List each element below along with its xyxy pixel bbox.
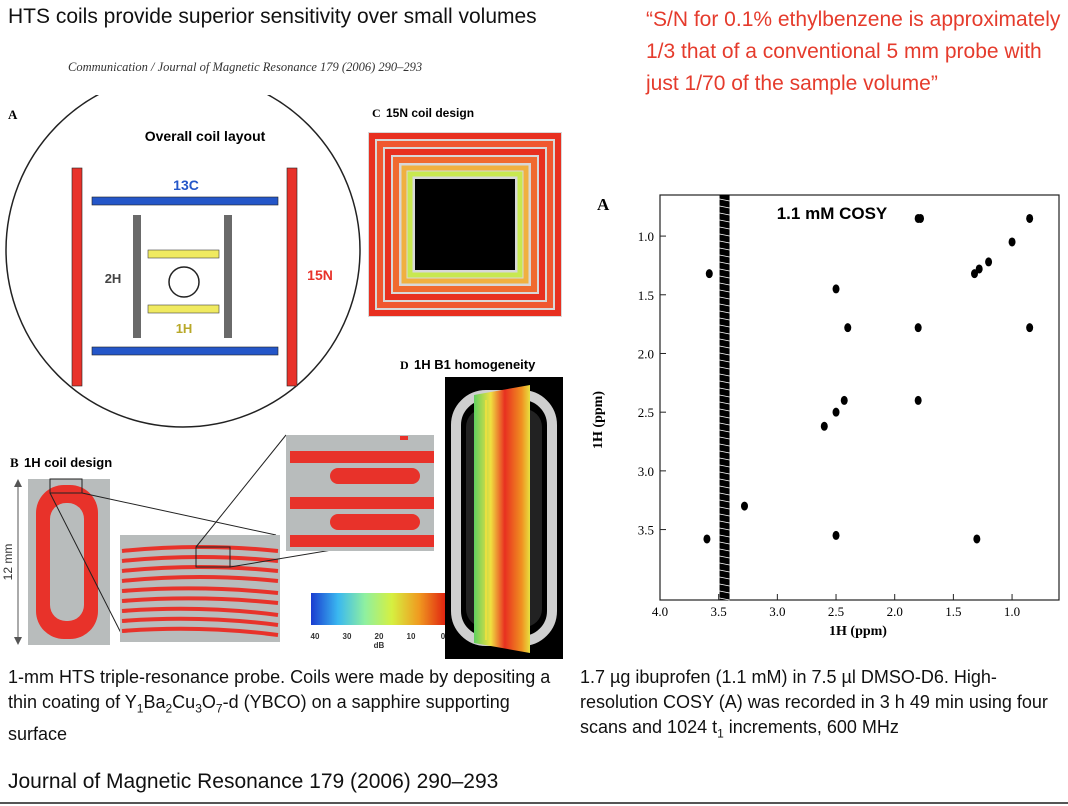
citation: Journal of Magnetic Resonance 179 (2006)… — [8, 770, 499, 793]
panel-a-letter: A — [8, 107, 18, 122]
h2-label: 2H — [105, 271, 122, 286]
cosy-peak — [832, 284, 840, 294]
caption-left: 1-mm HTS triple-resonance probe. Coils w… — [8, 667, 551, 744]
y-tick-label: 1.0 — [638, 229, 654, 244]
chart-title: 1.1 mM COSY — [777, 204, 888, 223]
x-tick-label: 1.5 — [945, 604, 961, 619]
c13-coil-bottom — [91, 346, 279, 356]
y-tick-label: 1.5 — [638, 288, 654, 303]
panel-d-letter: D — [400, 358, 409, 372]
cosy-peak — [705, 269, 713, 279]
n15-coil-right — [286, 167, 298, 387]
x-tick-label: 2.0 — [887, 604, 903, 619]
h1-label: 1H — [176, 321, 193, 336]
x-tick-label: 3.0 — [769, 604, 785, 619]
colorbar-tick: 10 — [407, 632, 416, 641]
cosy-peak — [832, 530, 840, 540]
panel-d-title: 1H B1 homogeneity — [414, 357, 536, 372]
cosy-peak — [832, 407, 840, 417]
homogeneity-field — [474, 385, 530, 653]
cosy-peak — [1026, 323, 1034, 333]
c13-label: 13C — [173, 177, 199, 193]
cosy-chart: A 1.1 mM COSY 4.0 3.5 3.0 2.5 2.0 1.5 1.0 1.0 1… — [591, 194, 1060, 639]
panel-a-circle — [5, 95, 361, 428]
cosy-peak — [973, 534, 981, 544]
colorbar-unit: dB — [374, 641, 385, 650]
cosy-peak — [1008, 237, 1016, 247]
colorbar — [311, 593, 446, 625]
cosy-peak — [740, 501, 748, 511]
cosy-peak — [844, 323, 852, 333]
colorbar-tick: 0 — [441, 632, 446, 641]
slide-title: HTS coils provide superior sensitivity o… — [8, 5, 537, 28]
x-axis-label: 1H (ppm) — [829, 624, 887, 639]
y-axis-label: 1H (ppm) — [591, 391, 606, 449]
cosy-peak — [917, 213, 925, 223]
panel-a-title: Overall coil layout — [145, 128, 266, 144]
cosy-peak — [703, 534, 711, 544]
cosy-peak — [971, 269, 979, 279]
n15-label: 15N — [307, 267, 333, 283]
h2-coil-left — [133, 215, 141, 338]
scale-label: 12 mm — [1, 544, 15, 581]
solvent-ridge — [719, 195, 730, 600]
cosy-peak — [975, 264, 983, 274]
journal-header: Communication / Journal of Magnetic Reso… — [68, 60, 423, 74]
colorbar-tick: 30 — [343, 632, 352, 641]
cosy-peak — [840, 395, 848, 405]
panel-c-title: 15N coil design — [386, 106, 474, 120]
sample-tube — [168, 266, 200, 298]
x-tick-label: 3.5 — [711, 604, 727, 619]
n15-coil-left — [71, 167, 83, 387]
h1-coil-top — [147, 249, 220, 259]
coil-figure: A Overall coil layout 13C 2H 15N 1H C 15… — [1, 95, 563, 659]
colorbar-tick: 40 — [311, 632, 320, 641]
colorbar-tick: 20 — [375, 632, 384, 641]
panel-b-title: 1H coil design — [24, 455, 112, 470]
cosy-peak — [914, 323, 922, 333]
cosy-peak — [820, 421, 828, 431]
h1-coil-bottom — [147, 304, 220, 314]
x-tick-label: 1.0 — [1004, 604, 1020, 619]
panel-b-letter: B — [10, 455, 19, 470]
cosy-peak — [1026, 213, 1034, 223]
cosy-peak — [985, 257, 993, 267]
x-tick-label: 4.0 — [652, 604, 668, 619]
h2-coil-right — [224, 215, 232, 338]
panel-c-letter: C — [372, 106, 381, 120]
y-tick-label: 3.0 — [638, 464, 654, 479]
quote-text: “S/N for 0.1% ethylbenzene is approximat… — [646, 8, 1061, 95]
y-tick-label: 3.5 — [638, 523, 654, 538]
n15-coil-center — [415, 179, 515, 270]
x-tick-label: 2.5 — [828, 604, 844, 619]
bottom-rule — [0, 802, 1068, 804]
chart-panel-letter: A — [597, 195, 610, 214]
caption-right: 1.7 µg ibuprofen (1.1 mM) in 7.5 µl DMSO… — [580, 667, 1048, 741]
y-tick-label: 2.0 — [638, 346, 654, 361]
cosy-peak — [914, 395, 922, 405]
y-tick-label: 2.5 — [638, 405, 654, 420]
c13-coil-top — [91, 196, 279, 206]
